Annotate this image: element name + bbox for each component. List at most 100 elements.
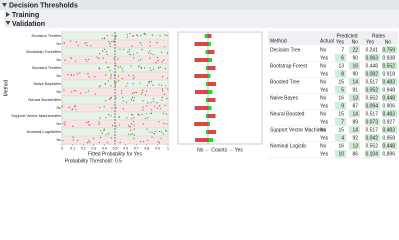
- jitter-dot: [113, 57, 115, 59]
- section-title[interactable]: Validation: [12, 21, 45, 28]
- jitter-dot: [149, 131, 151, 133]
- header-bar: [0, 0, 399, 10]
- jitter-dot: [147, 139, 149, 141]
- rate-cell: 0.082: [365, 71, 378, 77]
- actual-cell: No: [320, 95, 327, 101]
- rate-cell: 0.918: [382, 71, 395, 77]
- count-cell: 15: [338, 79, 344, 85]
- level-label: No: [57, 122, 62, 126]
- jitter-dot: [151, 34, 153, 36]
- count-cell: 14: [352, 111, 358, 117]
- jitter-dot: [160, 51, 163, 53]
- jitter-dot: [96, 56, 98, 58]
- subcolumn-header: No: [352, 39, 359, 45]
- disclosure-icon[interactable]: [5, 21, 11, 25]
- jitter-dot: [144, 94, 147, 96]
- actual-cell: No: [320, 79, 327, 85]
- jitter-dot: [162, 90, 164, 92]
- column-header: Actual: [320, 38, 334, 44]
- jitter-dot: [61, 105, 63, 107]
- jitter-dot: [101, 38, 104, 40]
- jitter-dot: [108, 132, 110, 135]
- jitter-dot: [106, 35, 109, 37]
- jitter-dot: [98, 121, 100, 123]
- jitter-dot: [110, 98, 112, 100]
- cell-highlight: [365, 54, 380, 62]
- method-label: Bootstrap Forest: [26, 49, 56, 54]
- jitter-dot: [117, 66, 119, 68]
- count-bar: [205, 98, 208, 102]
- jitter-dot: [103, 37, 106, 40]
- method-label: Neural Boosted: [28, 97, 56, 102]
- jitter-dot: [166, 97, 168, 100]
- jitter-dot: [145, 117, 147, 120]
- jitter-dot: [101, 132, 103, 134]
- jitter-dot: [64, 124, 66, 126]
- rate-cell: 0.042: [365, 135, 378, 141]
- jitter-dot: [146, 84, 148, 87]
- jitter-dot: [141, 113, 143, 116]
- section-title[interactable]: Training: [12, 12, 39, 19]
- count-bar: [208, 90, 213, 94]
- jitter-dot: [144, 67, 146, 69]
- cell-highlight: [382, 78, 397, 86]
- rate-cell: 0.927: [382, 119, 395, 125]
- jitter-dot: [74, 60, 77, 62]
- jitter-dot: [135, 91, 138, 93]
- level-label: Yes: [55, 114, 61, 118]
- jitter-dot: [74, 89, 76, 92]
- jitter-dot: [150, 69, 152, 72]
- x-tick-label: 0.9: [155, 146, 160, 150]
- jitter-dot: [130, 54, 132, 56]
- jitter-dot: [115, 125, 118, 128]
- jitter-dot: [158, 67, 160, 69]
- jitter-dot: [164, 68, 166, 70]
- rate-cell: 0.094: [365, 103, 378, 109]
- jitter-dot: [161, 99, 163, 101]
- jitter-dot: [75, 41, 78, 43]
- disclosure-icon[interactable]: [6, 12, 10, 17]
- jitter-dot: [99, 129, 101, 132]
- jitter-dot: [108, 114, 110, 116]
- count-cell: 13: [352, 95, 358, 101]
- jitter-dot: [161, 96, 164, 99]
- cell-highlight: [335, 54, 346, 62]
- jitter-dot: [154, 133, 156, 135]
- rate-cell: 0.104: [365, 151, 378, 157]
- jitter-dot: [86, 121, 88, 124]
- jitter-dot: [110, 137, 112, 139]
- panel-title: Decision Thresholds: [9, 2, 78, 9]
- actual-cell: No: [320, 47, 327, 53]
- jitter-dot: [117, 75, 120, 77]
- rate-cell: 0.759: [382, 47, 395, 53]
- jitter-dot: [150, 112, 152, 115]
- count-bar: [208, 34, 212, 38]
- jitter-dot: [70, 40, 72, 42]
- jitter-dot: [105, 133, 107, 136]
- jitter-dot: [115, 35, 117, 37]
- jitter-dot: [115, 81, 117, 84]
- jitter-dot: [133, 100, 135, 102]
- jitter-dot: [125, 101, 128, 103]
- cell-highlight: [349, 78, 360, 86]
- jitter-dot: [133, 96, 135, 99]
- jitter-dot: [133, 117, 135, 119]
- jitter-dot: [115, 64, 117, 66]
- jitter-dot: [162, 112, 164, 114]
- count-cell: 89: [352, 119, 358, 125]
- jitter-dot: [152, 100, 155, 102]
- jitter-dot: [87, 73, 89, 75]
- jitter-dot: [148, 81, 150, 83]
- jitter-dot: [146, 105, 148, 107]
- cell-highlight: [365, 102, 380, 110]
- level-label: No: [57, 74, 62, 78]
- jitter-dot: [145, 90, 148, 92]
- disclosure-icon[interactable]: [2, 3, 7, 7]
- jitter-dot: [110, 85, 112, 87]
- rate-cell: 0.483: [382, 111, 395, 117]
- actual-cell: Yes: [320, 151, 329, 157]
- jitter-dot: [126, 34, 129, 36]
- threshold-value[interactable]: 0.5: [115, 158, 122, 164]
- jitter-dot: [123, 48, 125, 51]
- jitter-dot: [154, 105, 156, 107]
